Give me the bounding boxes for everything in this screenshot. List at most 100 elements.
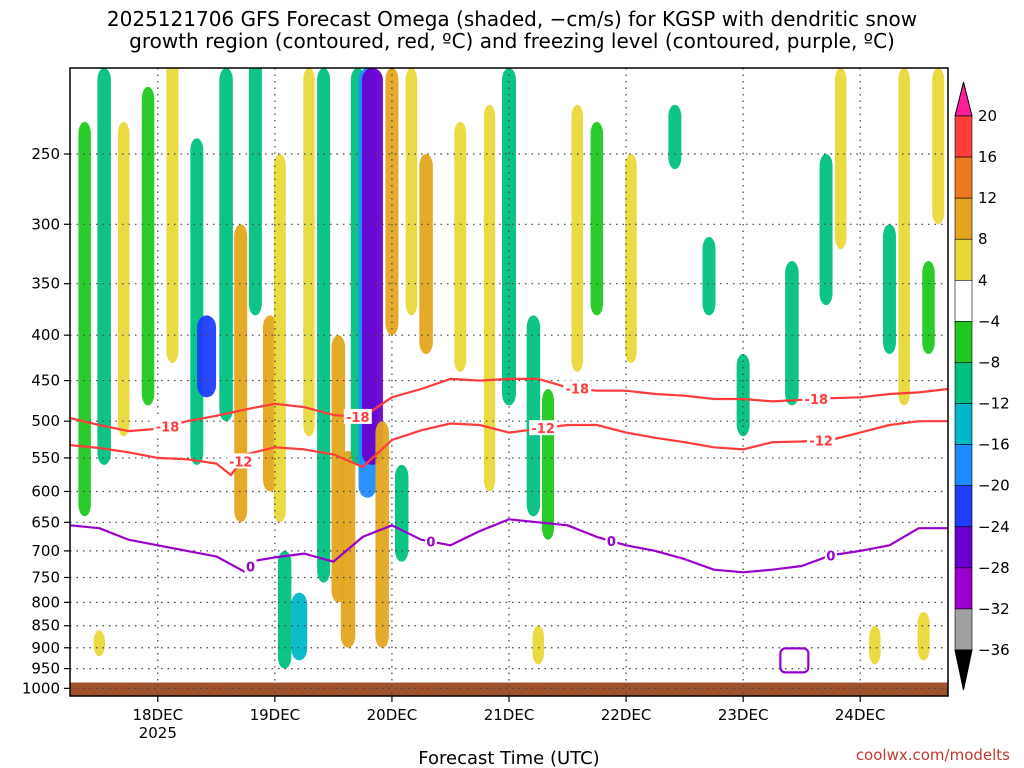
omega-blob — [625, 154, 637, 364]
omega-blob — [834, 68, 847, 250]
contour-label: 0 — [246, 561, 255, 576]
omega-blob — [882, 224, 896, 354]
y-tick-label: 500 — [31, 412, 60, 430]
colorbar-box — [954, 156, 973, 199]
colorbar-label: −4 — [978, 312, 1000, 330]
omega-blob — [197, 315, 217, 398]
colorbar-box — [954, 567, 973, 610]
x-axis-label: Forecast Time (UTC) — [418, 748, 599, 768]
x-tick-label: 21DEC — [484, 706, 535, 724]
omega-blob — [277, 550, 292, 669]
colorbar-label: 4 — [978, 271, 988, 289]
colorbar-box — [954, 197, 973, 240]
contour-label: -12 — [229, 455, 253, 470]
omega-shading — [78, 68, 945, 669]
contour-label-bg — [802, 390, 831, 406]
colorbar-label: 20 — [978, 107, 997, 125]
omega-blob — [248, 68, 262, 316]
contour-label: -18 — [566, 382, 590, 397]
x-tick-label: 19DEC — [250, 706, 301, 724]
omega-blob — [234, 224, 248, 523]
contour-label-bg — [824, 547, 837, 563]
contour-label: -12 — [809, 434, 833, 449]
plot-frame — [69, 67, 949, 697]
omega-blob — [526, 315, 541, 517]
colorbar-box — [954, 485, 973, 528]
y-tick-label: 250 — [31, 145, 60, 163]
ground-layer — [70, 682, 948, 696]
omega-blob — [93, 630, 106, 657]
chart-title-line2: growth region (contoured, red, ºC) and f… — [129, 29, 895, 53]
contour-label-bg — [343, 408, 372, 424]
x-tick-label: 24DEC — [835, 706, 886, 724]
y-tick-label: 400 — [31, 326, 60, 344]
omega-blob — [419, 154, 433, 354]
y-tick-label: 600 — [31, 482, 60, 500]
contour-label-bg — [244, 558, 257, 574]
credit-link[interactable]: coolwx.com/modelts — [856, 746, 1010, 764]
contour-label-bg — [226, 453, 255, 469]
omega-blob — [141, 86, 155, 406]
contour-label-bg — [605, 533, 618, 549]
omega-blob — [291, 592, 308, 661]
omega-blob — [166, 68, 179, 364]
colorbar-box — [954, 280, 973, 322]
colorbar-bottom-arrow — [954, 649, 973, 691]
omega-blob — [483, 104, 496, 492]
y-tick-label: 850 — [31, 617, 60, 635]
omega-blob — [932, 68, 945, 225]
y-tick-label: 700 — [31, 542, 60, 560]
y-tick-label: 650 — [31, 513, 60, 531]
omega-blob — [898, 68, 910, 406]
colorbar-label: −8 — [978, 353, 1000, 371]
closed-contour — [779, 647, 810, 674]
omega-blob — [219, 68, 233, 422]
contour-lines: -18 -18 -18 -18 -12 -12 -12 0 0 0 0 — [70, 377, 948, 674]
omega-blob — [590, 121, 604, 316]
omega-blob — [97, 68, 111, 465]
omega-blob — [502, 68, 516, 406]
omega-blob — [571, 104, 584, 372]
colorbar-box — [954, 403, 973, 445]
colorbar-box — [954, 238, 973, 281]
omega-blob — [78, 121, 91, 517]
y-tick-label: 800 — [31, 593, 60, 611]
y-tick-label: 1000 — [22, 679, 60, 697]
contour-label: 0 — [426, 536, 435, 551]
omega-blob — [303, 68, 315, 437]
colorbar-label: −20 — [978, 477, 1010, 495]
omega-blob — [375, 421, 389, 648]
contour-label-bg — [153, 418, 182, 434]
x-tick-label: 20DEC — [367, 706, 418, 724]
colorbar-box — [954, 115, 973, 158]
contour-line — [70, 420, 948, 477]
colorbar: 20 16 12 8 4 −4 −8 −12 −16 −20 −24 −28 −32 −36 — [954, 81, 1010, 691]
colorbar-box — [954, 444, 973, 486]
colorbar-label: 16 — [978, 148, 997, 166]
pressure-axis: 250 300 350 400 450 500 550 600 650 700 750 800 850 9… — [22, 145, 70, 697]
y-tick-label: 350 — [31, 275, 60, 293]
omega-blob — [317, 68, 331, 583]
y-tick-label: 950 — [31, 660, 60, 678]
contour-label-bg — [529, 420, 558, 436]
colorbar-label: 8 — [978, 230, 988, 248]
contour-label: -12 — [531, 422, 555, 437]
omega-blob — [385, 68, 399, 336]
colorbar-label: −16 — [978, 436, 1010, 454]
contour-label-bg — [807, 432, 836, 448]
contour-line — [70, 377, 948, 433]
colorbar-box — [954, 362, 973, 404]
omega-blob — [869, 625, 881, 665]
contour-label: 0 — [607, 535, 616, 550]
colorbar-label: −32 — [978, 600, 1010, 618]
x-tick-label: 18DEC — [133, 706, 184, 724]
y-tick-label: 550 — [31, 449, 60, 467]
contour-label: -18 — [346, 411, 370, 426]
x-tick-sublabel: 2025 — [139, 724, 177, 742]
x-tick-label: 22DEC — [601, 706, 652, 724]
omega-blob — [454, 121, 467, 372]
omega-blob — [819, 154, 833, 306]
contour-label-bg — [563, 380, 592, 396]
colorbar-label: −28 — [978, 559, 1010, 577]
y-tick-label: 450 — [31, 372, 60, 390]
